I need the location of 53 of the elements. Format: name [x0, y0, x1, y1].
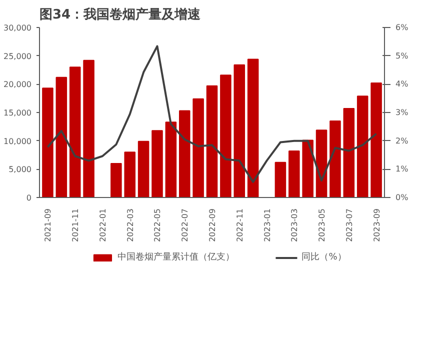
- y2-tick-label: 1%: [396, 164, 409, 174]
- y-tick-label: 20,000: [4, 80, 32, 90]
- x-tick-label: 2023-09: [372, 208, 382, 242]
- bar: [138, 140, 150, 198]
- x-tick-label: 2022-11: [235, 208, 244, 242]
- bar: [370, 82, 382, 198]
- y2-tick-label: 2%: [396, 136, 409, 146]
- bar: [69, 66, 81, 198]
- y2-tick-label: 0%: [396, 193, 409, 202]
- bar: [302, 140, 314, 198]
- y-tick-label: 15,000: [4, 108, 32, 118]
- y2-tick-label: 6%: [396, 23, 409, 32]
- x-tick-label: 2023-03: [290, 208, 300, 242]
- bar: [220, 74, 232, 198]
- line-series: [46, 45, 378, 183]
- x-tick-label: 2023-05: [318, 208, 327, 242]
- bar: [42, 88, 54, 198]
- bar: [356, 96, 368, 198]
- x-tick-label: 2022-01: [98, 208, 108, 242]
- bar: [124, 152, 136, 198]
- bar: [274, 162, 286, 198]
- y-tick-label: 30,000: [4, 24, 32, 32]
- bar: [110, 163, 122, 198]
- x-tick-label: 2022-09: [208, 208, 217, 242]
- bar: [330, 120, 341, 198]
- y-tick-label: 25,000: [4, 52, 32, 61]
- x-tick-label: 2021-09: [44, 208, 53, 242]
- bar: [206, 85, 218, 198]
- bar: [247, 58, 259, 198]
- y-tick-label: 0: [26, 194, 32, 202]
- x-tick-label: 2022-07: [180, 208, 190, 242]
- x-tick-label: 2021-11: [71, 208, 80, 242]
- bar: [192, 98, 204, 198]
- bar: [234, 64, 246, 198]
- bar: [56, 76, 68, 198]
- bar: [83, 60, 94, 198]
- bar: [152, 130, 163, 198]
- legend-label: 中国卷烟产量累计值（亿支）: [118, 251, 235, 264]
- bar: [165, 122, 177, 198]
- y-tick-label: 10,000: [4, 136, 32, 146]
- y-tick-label: 5,000: [8, 165, 32, 174]
- bar: [343, 108, 355, 198]
- bar: [178, 110, 190, 198]
- x-tick-label: 2022-05: [153, 208, 162, 242]
- y2-tick-label: 4%: [396, 80, 409, 89]
- x-tick-label: 2023-07: [344, 208, 354, 242]
- x-tick-label: 2023-01: [262, 208, 272, 242]
- y2-tick-label: 5%: [396, 51, 409, 60]
- bar: [288, 150, 300, 198]
- legend-label: 同比（%）: [302, 251, 346, 264]
- chart-title: 图34：我国卷烟产量及增速: [40, 6, 202, 22]
- y2-tick-label: 3%: [396, 108, 409, 117]
- x-tick-label: 2022-03: [126, 208, 135, 242]
